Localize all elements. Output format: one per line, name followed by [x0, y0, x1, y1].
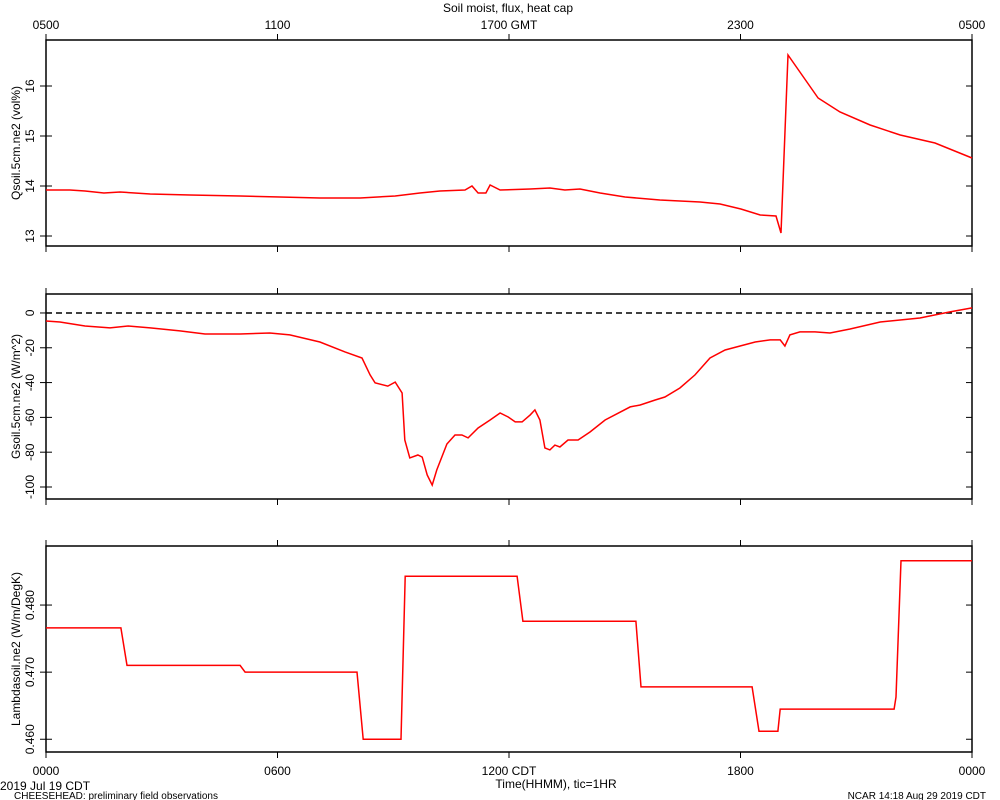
plot-frame: [45, 39, 973, 247]
x2-tick-label: 0500: [959, 18, 986, 32]
y-tick-label: 14: [23, 179, 37, 193]
plot-frame: [45, 293, 973, 500]
y-axis-label: Gsoil.5cm.ne2 (W/m^2): [9, 334, 23, 459]
y-tick-label: -80: [23, 443, 37, 461]
data-line: [45, 307, 973, 488]
x-tick-label: 1200 CDT: [482, 764, 537, 778]
footer-date: 2019 Jul 19 CDT: [0, 779, 91, 793]
data-line: [46, 560, 972, 741]
y-axis-label: Lambdasoil.ne2 (W/m/DegK): [9, 572, 23, 726]
y-tick-label: -20: [23, 339, 37, 357]
x2-tick-label: 1100: [265, 18, 291, 32]
y-tick-label: -100: [23, 475, 37, 499]
chart-title: Soil moist, flux, heat cap: [443, 1, 573, 15]
x-tick-label: 0000: [959, 764, 986, 778]
footer-stamp: NCAR 14:18 Aug 29 2019 CDT: [848, 791, 986, 800]
y-tick-label: 15: [23, 129, 37, 143]
x2-tick-label: 1700 GMT: [481, 18, 538, 32]
y-tick-label: 0.470: [23, 657, 37, 687]
data-line: [46, 52, 973, 234]
y-tick-label: -40: [23, 374, 37, 392]
y-tick-label: 13: [23, 229, 37, 243]
y-tick-label: -60: [23, 408, 37, 426]
y-axis-label: Qsoil.5cm.ne2 (vol%): [9, 86, 23, 200]
x2-tick-label: 2300: [727, 18, 754, 32]
y-tick-label: 0.460: [23, 724, 37, 754]
footer-note: CHEESEHEAD: preliminary field observatio…: [14, 791, 218, 800]
x-tick-label: 1800: [727, 764, 754, 778]
x-tick-label: 0000: [33, 764, 60, 778]
x-axis-label: Time(HHMM), tic=1HR: [495, 777, 617, 791]
x2-tick-label: 0500: [33, 18, 60, 32]
x-tick-label: 0600: [264, 764, 291, 778]
y-tick-label: 0.480: [23, 590, 37, 620]
y-tick-label: 0: [23, 309, 37, 316]
y-tick-label: 16: [23, 79, 37, 93]
